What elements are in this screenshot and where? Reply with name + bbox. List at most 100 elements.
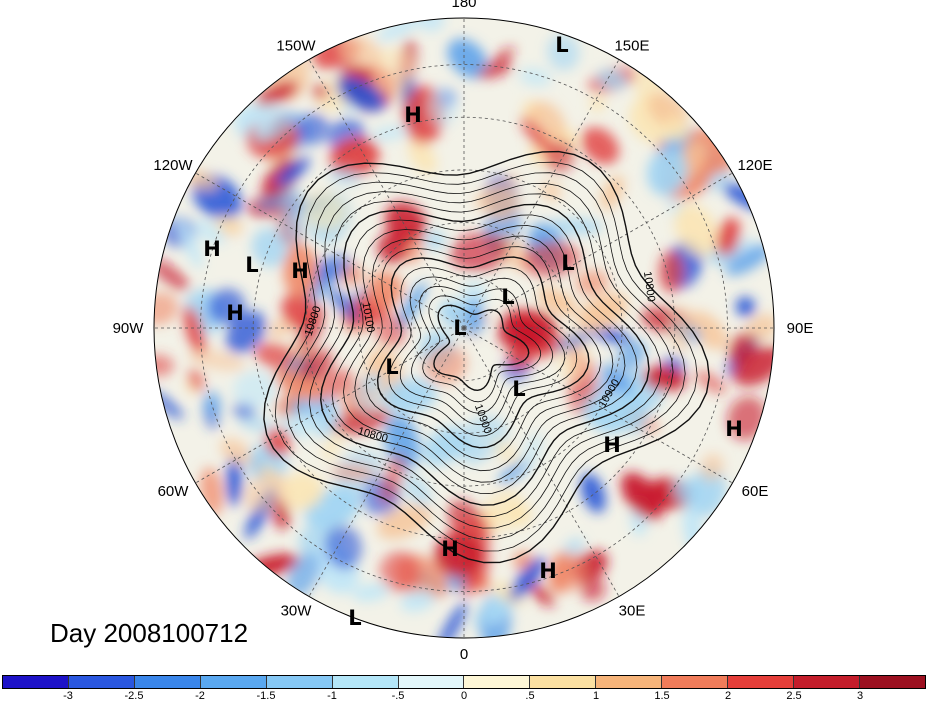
- anomaly-patch: [548, 552, 587, 592]
- anomaly-patch: [482, 182, 520, 222]
- colorbar-tick-label: -.5: [391, 690, 405, 702]
- latitude-circle: [410, 274, 518, 382]
- high-pressure-marker: H: [441, 537, 459, 561]
- colorbar-swatch: [68, 676, 135, 688]
- anomaly-patch: [382, 378, 437, 414]
- low-pressure-marker: L: [501, 285, 514, 309]
- anomaly-patch: [580, 473, 606, 513]
- colorbar-tick-label: -1.5: [256, 690, 276, 702]
- anomaly-patch: [563, 537, 584, 558]
- height-contour: [343, 225, 626, 483]
- anomaly-patch: [188, 368, 204, 392]
- colorbar-tick-label: 1.5: [654, 690, 670, 702]
- latitude-circle: [252, 116, 676, 540]
- anomaly-patch: [377, 231, 409, 264]
- colorbar-tick-label: 2.5: [786, 690, 802, 702]
- anomaly-patch: [175, 217, 203, 269]
- longitude-label: 180: [451, 0, 476, 11]
- anomaly-patch: [331, 464, 376, 481]
- meridian-line: [463, 327, 620, 597]
- meridian-line: [195, 327, 465, 484]
- height-contours: [263, 150, 710, 564]
- anomaly-patch: [254, 117, 293, 143]
- high-pressure-marker: H: [539, 559, 557, 583]
- anomaly-patch: [374, 312, 407, 348]
- anomaly-patch: [407, 138, 437, 174]
- contour-value-label: 10800: [641, 271, 657, 303]
- anomaly-patch: [243, 472, 286, 512]
- anomaly-patch: [275, 156, 310, 187]
- anomaly-patch: [379, 551, 421, 593]
- height-contour: [308, 193, 662, 518]
- longitude-label: 0: [460, 646, 468, 663]
- colorbar-tick-label: 0: [460, 690, 468, 702]
- anomaly-patch: [520, 116, 555, 157]
- anomaly-patch: [311, 83, 329, 100]
- contour-value-label: 10100: [359, 301, 376, 333]
- anomaly-patch: [352, 583, 390, 602]
- longitude-label: 120E: [737, 157, 772, 174]
- anomaly-patch: [324, 524, 362, 570]
- anomaly-patch: [372, 47, 413, 95]
- height-contour: [422, 295, 542, 403]
- height-contour: [274, 161, 698, 552]
- anomaly-patch: [297, 304, 325, 352]
- low-pressure-marker: L: [245, 253, 258, 277]
- anomaly-patch: [600, 364, 632, 394]
- anomaly-patch: [577, 293, 628, 332]
- colorbar-swatch: [200, 676, 267, 688]
- colorbar-tick-label: 1: [592, 690, 600, 702]
- anomaly-patch: [643, 365, 687, 392]
- colorbar-swatch: [134, 676, 201, 688]
- low-pressure-marker: L: [512, 377, 525, 401]
- anomaly-patch: [281, 185, 305, 244]
- colorbar-tick-label: 3: [856, 690, 864, 702]
- anomaly-patch: [322, 431, 342, 462]
- anomaly-patch: [296, 112, 330, 145]
- height-contour: [286, 172, 686, 541]
- colorbar-swatch: [662, 676, 729, 688]
- anomaly-patch: [275, 369, 324, 401]
- colorbar-swatch: [728, 676, 795, 688]
- colorbar-tick-label: -3: [63, 690, 73, 702]
- low-pressure-marker: L: [348, 606, 361, 630]
- colorbar-swatch: [464, 676, 531, 688]
- anomaly-patch: [664, 115, 688, 143]
- longitude-label: 90E: [787, 320, 814, 337]
- anomaly-patch: [337, 77, 386, 112]
- anomaly-patch: [437, 602, 468, 638]
- meridian-line: [308, 327, 465, 597]
- colorbar-swatch: [332, 676, 399, 688]
- anomaly-patch: [203, 391, 222, 418]
- colorbar-swatch: [530, 676, 597, 688]
- colorbar-tick-label: -1: [327, 690, 337, 702]
- longitude-label: 90W: [113, 320, 145, 337]
- longitude-label: 60W: [158, 483, 190, 500]
- low-pressure-marker: L: [561, 251, 574, 275]
- latitude-circle: [305, 169, 623, 487]
- anomaly-patch: [264, 428, 292, 457]
- meridian-line: [308, 59, 465, 329]
- anomaly-patch: [575, 270, 609, 296]
- anomaly-patch: [491, 438, 521, 466]
- anomaly-patch: [695, 370, 727, 394]
- low-pressure-marker: L: [555, 33, 568, 57]
- anomaly-patch: [521, 241, 581, 277]
- anomaly-patch: [280, 472, 324, 511]
- longitude-label: 150E: [614, 38, 649, 55]
- anomaly-patch: [225, 311, 267, 354]
- anomaly-patch: [370, 125, 409, 141]
- anomaly-patch: [509, 557, 546, 601]
- height-contour: [319, 203, 650, 506]
- anomaly-patch: [616, 340, 647, 372]
- anomaly-patch: [287, 552, 321, 597]
- anomaly-patch: [187, 349, 247, 372]
- longitude-label: 60E: [742, 483, 769, 500]
- anomaly-patch: [400, 589, 435, 612]
- anomaly-patch: [447, 38, 488, 79]
- anomaly-patch: [301, 190, 348, 232]
- colorbar-swatch: [596, 676, 663, 688]
- high-pressure-marker: H: [226, 301, 244, 325]
- colorbar-swatch: [266, 676, 333, 688]
